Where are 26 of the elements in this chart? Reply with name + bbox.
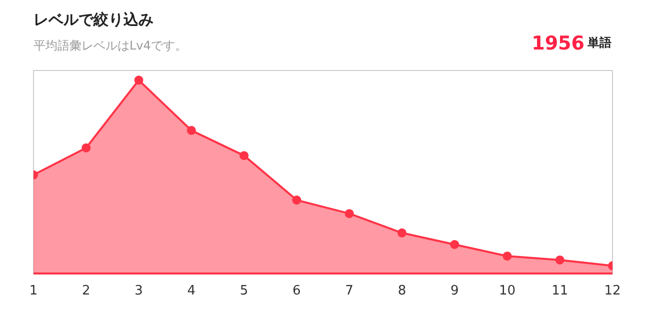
x-tick-label: 5 xyxy=(240,284,248,298)
point xyxy=(344,209,354,218)
point xyxy=(186,126,196,135)
chart-subtitle: 平均語彙レベルはLv4です。 xyxy=(34,38,187,52)
point xyxy=(555,255,564,264)
point xyxy=(450,240,460,249)
point xyxy=(134,76,144,85)
x-tick-label: 4 xyxy=(187,284,196,298)
x-tick-label: 1 xyxy=(29,284,38,298)
x-tick-label: 9 xyxy=(450,284,459,298)
point xyxy=(240,151,249,160)
x-tick-label: 10 xyxy=(498,284,516,298)
x-tick-label: 11 xyxy=(552,284,568,298)
x-tick-label: 3 xyxy=(134,284,143,298)
text: 単語 xyxy=(586,36,612,50)
x-tick-label: 12 xyxy=(604,284,621,298)
chart-title: レベルで絞り込み xyxy=(34,10,154,28)
point xyxy=(397,228,406,238)
point xyxy=(502,252,512,261)
point xyxy=(292,196,302,205)
x-tick-label: 6 xyxy=(292,284,301,298)
text: 1956 xyxy=(532,32,585,54)
x-tick-label: 7 xyxy=(345,284,354,298)
point xyxy=(82,143,91,152)
x-tick-label: 8 xyxy=(398,284,406,298)
x-tick-label: 2 xyxy=(82,284,90,298)
